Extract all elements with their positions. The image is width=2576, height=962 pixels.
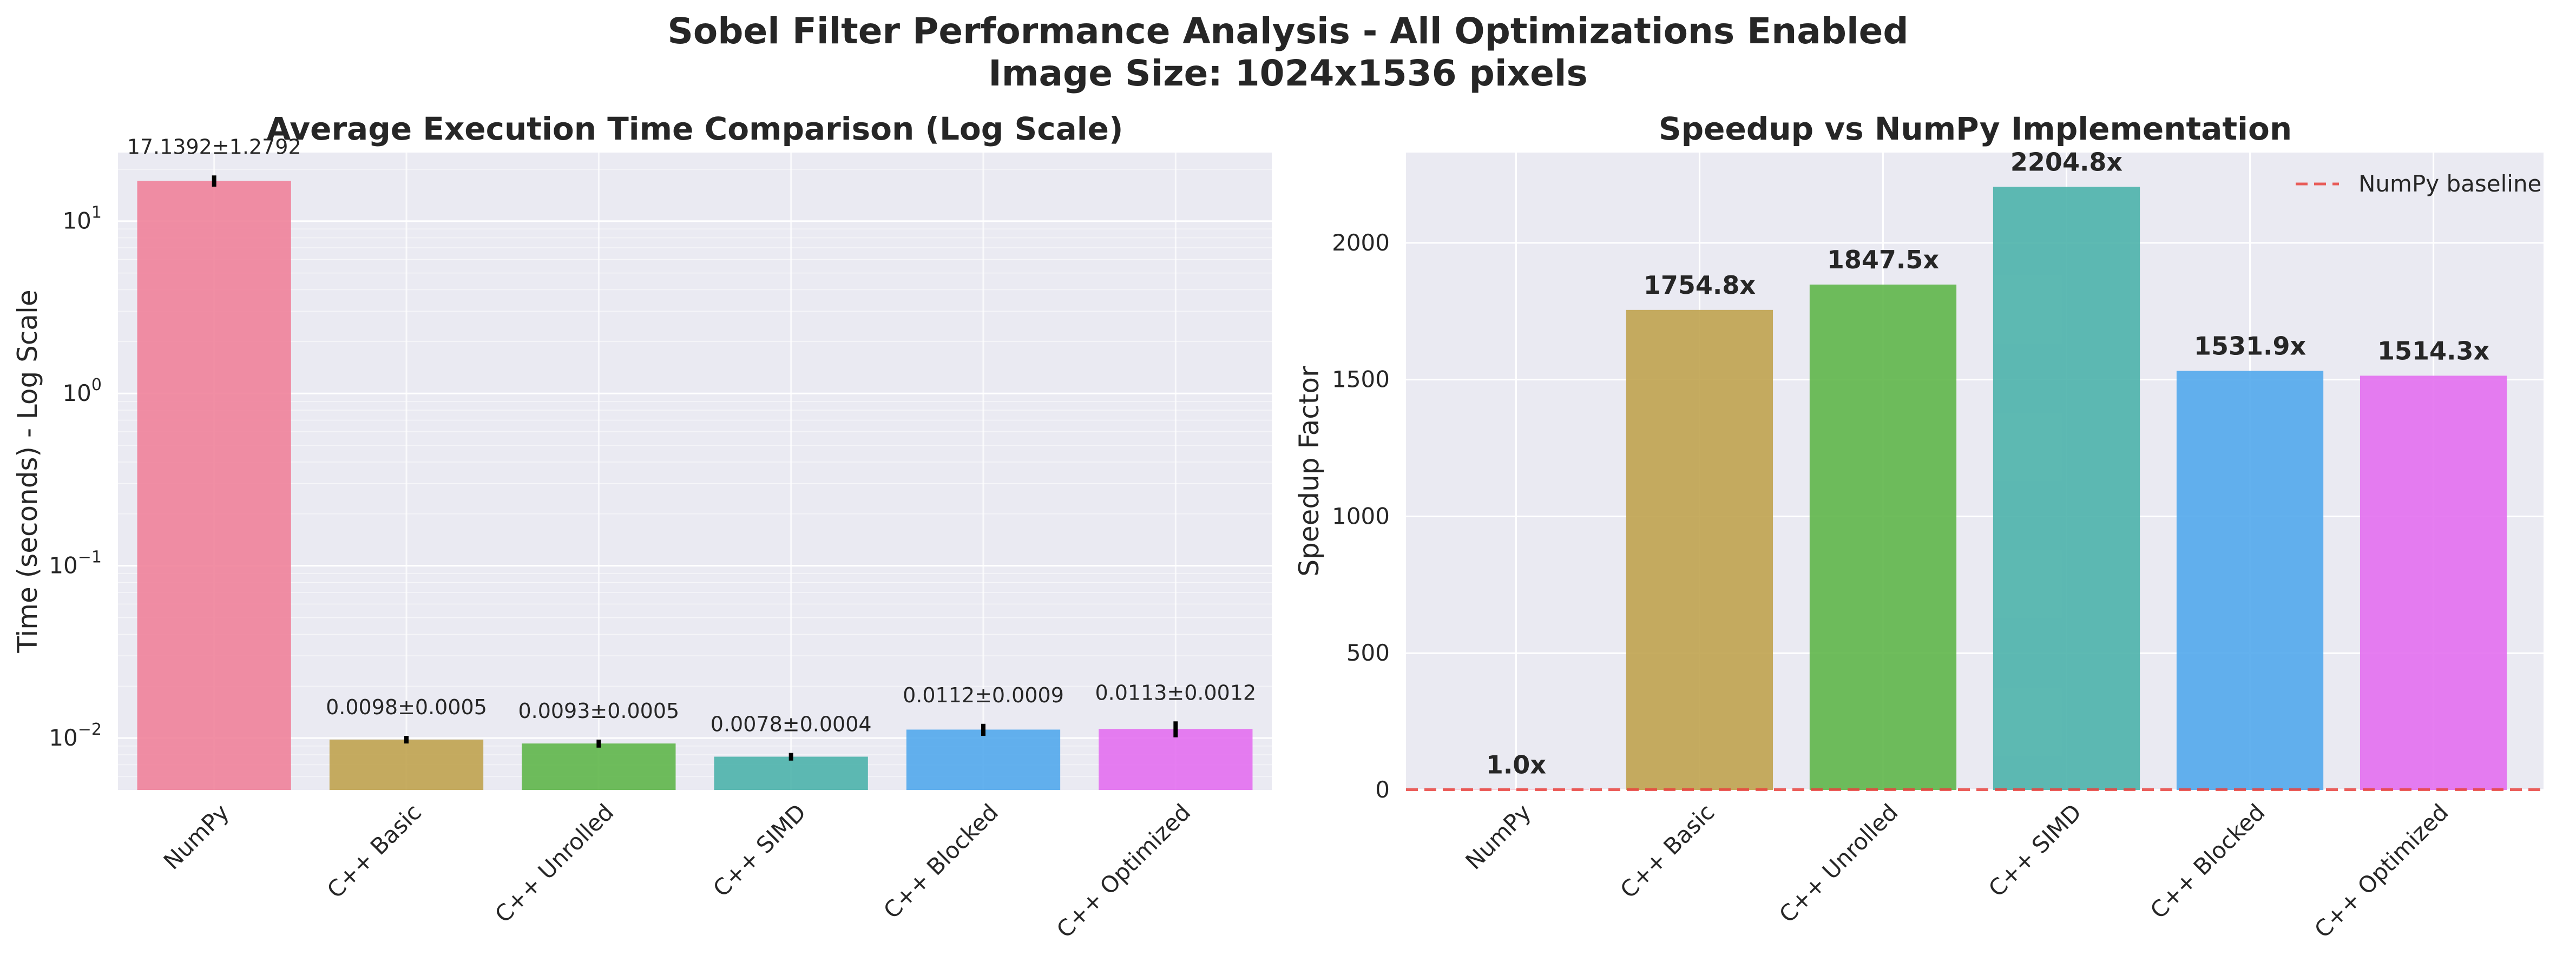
y-tick-label: 0 [1375, 776, 1390, 803]
bar-value-label: 1514.3x [2377, 336, 2489, 365]
bar-value-label: 0.0078±0.0004 [711, 713, 872, 736]
y-tick-label: 101 [62, 203, 102, 234]
bar [714, 756, 868, 790]
bar [1442, 789, 1590, 790]
figure-suptitle-line2: Image Size: 1024x1536 pixels [988, 52, 1588, 94]
chart-title: Speedup vs NumPy Implementation [1659, 110, 2292, 147]
y-tick-label: 100 [62, 375, 102, 406]
bar [2176, 371, 2324, 790]
y-axis-label: Time (seconds) - Log Scale [12, 289, 43, 653]
bar [137, 181, 291, 790]
plot-area [1406, 153, 2544, 790]
bar [1626, 309, 1773, 790]
y-tick-label: 10−2 [49, 720, 102, 751]
bar [1993, 187, 2140, 790]
bar-value-label: 0.0112±0.0009 [903, 683, 1064, 707]
bar [1099, 729, 1253, 790]
y-tick-label: 1500 [1332, 366, 1390, 393]
bar [1809, 284, 1957, 790]
bar [329, 739, 484, 790]
bar-value-label: 1754.8x [1644, 271, 1756, 300]
figure-suptitle-line1: Sobel Filter Performance Analysis - All … [667, 10, 1908, 52]
bar-value-label: 1847.5x [1827, 245, 1939, 274]
bar [522, 743, 676, 790]
bar [906, 729, 1061, 790]
y-axis-label: Speedup Factor [1293, 366, 1325, 577]
bar-value-label: 2204.8x [2010, 147, 2122, 176]
plot-area [118, 153, 1272, 790]
bar-value-label: 0.0098±0.0005 [326, 695, 487, 719]
bar-value-label: 0.0093±0.0005 [518, 699, 679, 723]
bar-value-label: 1531.9x [2194, 332, 2306, 361]
bar-value-label: 1.0x [1486, 750, 1546, 779]
legend: NumPy baseline [2296, 170, 2541, 197]
y-tick-label: 500 [1346, 640, 1390, 666]
legend-label: NumPy baseline [2358, 170, 2541, 197]
execution-time-chart: 10−210−110010117.1392±1.2792NumPy0.0098±… [12, 110, 1272, 943]
chart-title: Average Execution Time Comparison (Log S… [266, 110, 1123, 147]
y-tick-label: 10−1 [49, 548, 102, 579]
bar-value-label: 17.1392±1.2792 [127, 135, 301, 159]
bar-value-label: 0.0113±0.0012 [1095, 681, 1256, 704]
y-tick-label: 2000 [1332, 229, 1390, 256]
y-tick-label: 1000 [1332, 503, 1390, 529]
bar [2360, 375, 2507, 790]
